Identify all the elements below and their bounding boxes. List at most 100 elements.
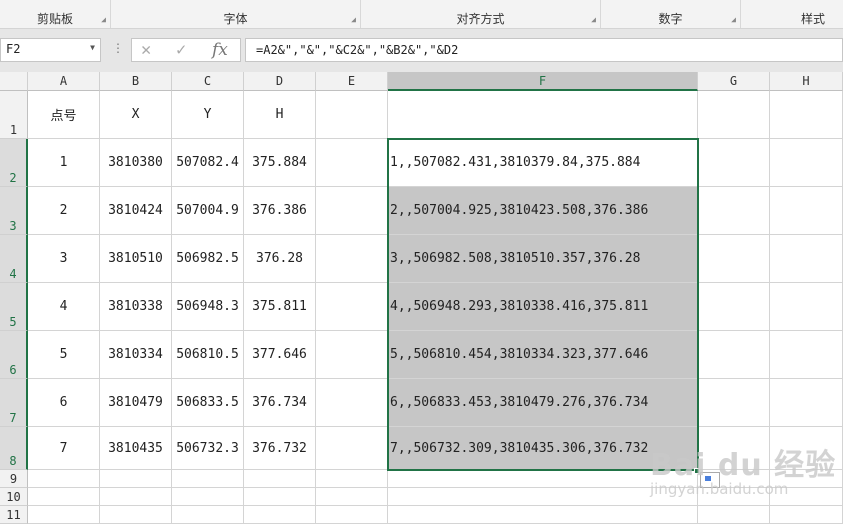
cell-g4[interactable] xyxy=(698,235,770,283)
cell-e2[interactable] xyxy=(316,139,388,187)
cell-e8[interactable] xyxy=(316,427,388,470)
cancel-icon[interactable]: ✕ xyxy=(141,40,152,60)
row-header-9[interactable]: 9 xyxy=(0,470,28,488)
cell-a8[interactable]: 7 xyxy=(28,427,100,470)
cell-h1[interactable] xyxy=(770,91,843,139)
enter-icon[interactable]: ✓ xyxy=(176,40,187,60)
cell-a2[interactable]: 1 xyxy=(28,139,100,187)
cell-c4[interactable]: 506982.5 xyxy=(172,235,244,283)
column-header-d[interactable]: D xyxy=(244,72,316,91)
cell-h5[interactable] xyxy=(770,283,843,331)
cell-b9[interactable] xyxy=(100,470,172,488)
cell-g6[interactable] xyxy=(698,331,770,379)
row-header-6[interactable]: 6 xyxy=(0,331,28,379)
cell-d10[interactable] xyxy=(244,488,316,506)
cell-b2[interactable]: 3810380 xyxy=(100,139,172,187)
cell-b3[interactable]: 3810424 xyxy=(100,187,172,235)
dialog-launcher-icon[interactable]: ◢ xyxy=(591,15,596,24)
cell-g1[interactable] xyxy=(698,91,770,139)
quick-analysis-icon[interactable] xyxy=(700,472,720,488)
cell-a1[interactable]: 点号 xyxy=(28,91,100,139)
cell-h2[interactable] xyxy=(770,139,843,187)
cell-h9[interactable] xyxy=(770,470,843,488)
cell-e5[interactable] xyxy=(316,283,388,331)
row-header-2[interactable]: 2 xyxy=(0,139,28,187)
row-header-10[interactable]: 10 xyxy=(0,488,28,506)
cell-d3[interactable]: 376.386 xyxy=(244,187,316,235)
cell-g7[interactable] xyxy=(698,379,770,427)
cell-b4[interactable]: 3810510 xyxy=(100,235,172,283)
row-header-4[interactable]: 4 xyxy=(0,235,28,283)
name-box[interactable]: F2 ▼ xyxy=(0,38,101,62)
cell-g2[interactable] xyxy=(698,139,770,187)
cell-a7[interactable]: 6 xyxy=(28,379,100,427)
cell-c1[interactable]: Y xyxy=(172,91,244,139)
column-header-e[interactable]: E xyxy=(316,72,388,91)
cell-d5[interactable]: 375.811 xyxy=(244,283,316,331)
cell-f3[interactable]: 2,,507004.925,3810423.508,376.386 xyxy=(388,187,698,235)
cell-b7[interactable]: 3810479 xyxy=(100,379,172,427)
column-header-g[interactable]: G xyxy=(698,72,770,91)
cell-f7[interactable]: 6,,506833.453,3810479.276,376.734 xyxy=(388,379,698,427)
cell-f4[interactable]: 3,,506982.508,3810510.357,376.28 xyxy=(388,235,698,283)
row-header-1[interactable]: 1 xyxy=(0,91,28,139)
cell-a4[interactable]: 3 xyxy=(28,235,100,283)
chevron-down-icon[interactable]: ▼ xyxy=(90,43,95,52)
cell-e11[interactable] xyxy=(316,506,388,524)
cell-d8[interactable]: 376.732 xyxy=(244,427,316,470)
cell-e7[interactable] xyxy=(316,379,388,427)
cell-d7[interactable]: 376.734 xyxy=(244,379,316,427)
cell-c5[interactable]: 506948.3 xyxy=(172,283,244,331)
cell-b8[interactable]: 3810435 xyxy=(100,427,172,470)
cell-h3[interactable] xyxy=(770,187,843,235)
more-icon[interactable]: ⋮ xyxy=(112,41,124,55)
row-header-7[interactable]: 7 xyxy=(0,379,28,427)
cell-f10[interactable] xyxy=(388,488,698,506)
fill-handle[interactable] xyxy=(694,468,700,474)
cell-c7[interactable]: 506833.5 xyxy=(172,379,244,427)
cell-h6[interactable] xyxy=(770,331,843,379)
cell-f8[interactable]: 7,,506732.309,3810435.306,376.732 xyxy=(388,427,698,470)
cell-f9[interactable] xyxy=(388,470,698,488)
column-header-f[interactable]: F xyxy=(388,72,698,91)
cell-c11[interactable] xyxy=(172,506,244,524)
cell-d2[interactable]: 375.884 xyxy=(244,139,316,187)
cell-c8[interactable]: 506732.3 xyxy=(172,427,244,470)
cell-e3[interactable] xyxy=(316,187,388,235)
formula-input[interactable]: =A2&","&","&C2&","&B2&","&D2 xyxy=(245,38,843,62)
cell-d1[interactable]: H xyxy=(244,91,316,139)
cell-h11[interactable] xyxy=(770,506,843,524)
cell-h7[interactable] xyxy=(770,379,843,427)
cell-f5[interactable]: 4,,506948.293,3810338.416,375.811 xyxy=(388,283,698,331)
cell-a5[interactable]: 4 xyxy=(28,283,100,331)
cell-d4[interactable]: 376.28 xyxy=(244,235,316,283)
cell-b11[interactable] xyxy=(100,506,172,524)
cell-c3[interactable]: 507004.9 xyxy=(172,187,244,235)
cell-c6[interactable]: 506810.5 xyxy=(172,331,244,379)
cell-e6[interactable] xyxy=(316,331,388,379)
column-header-a[interactable]: A xyxy=(28,72,100,91)
dialog-launcher-icon[interactable]: ◢ xyxy=(351,15,356,24)
cell-g10[interactable] xyxy=(698,488,770,506)
insert-function-icon[interactable]: fx xyxy=(212,40,228,60)
cell-h4[interactable] xyxy=(770,235,843,283)
cell-g8[interactable] xyxy=(698,427,770,470)
cell-c10[interactable] xyxy=(172,488,244,506)
cell-b10[interactable] xyxy=(100,488,172,506)
column-header-h[interactable]: H xyxy=(770,72,843,91)
cell-a3[interactable]: 2 xyxy=(28,187,100,235)
cell-b1[interactable]: X xyxy=(100,91,172,139)
column-header-c[interactable]: C xyxy=(172,72,244,91)
row-header-3[interactable]: 3 xyxy=(0,187,28,235)
cell-f11[interactable] xyxy=(388,506,698,524)
cell-f1[interactable] xyxy=(388,91,698,139)
column-header-b[interactable]: B xyxy=(100,72,172,91)
row-header-11[interactable]: 11 xyxy=(0,506,28,524)
cell-b6[interactable]: 3810334 xyxy=(100,331,172,379)
cell-d9[interactable] xyxy=(244,470,316,488)
cell-e9[interactable] xyxy=(316,470,388,488)
cell-a11[interactable] xyxy=(28,506,100,524)
cell-b5[interactable]: 3810338 xyxy=(100,283,172,331)
cell-e10[interactable] xyxy=(316,488,388,506)
cell-f2[interactable]: 1,,507082.431,3810379.84,375.884 xyxy=(388,139,698,187)
